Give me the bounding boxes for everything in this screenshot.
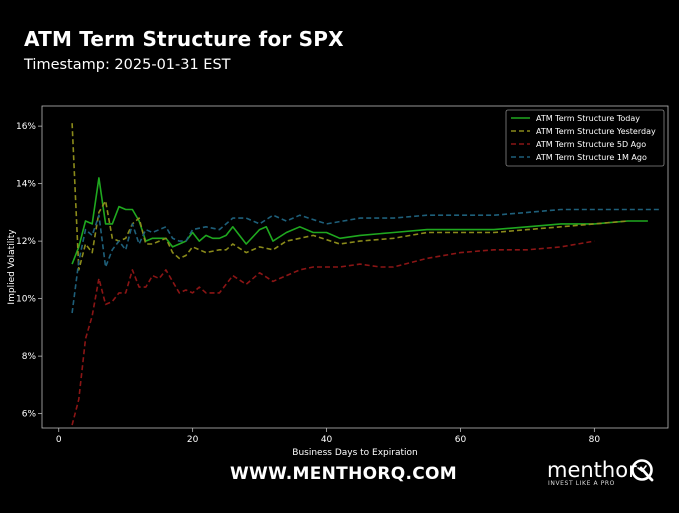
y-tick-label: 14% (16, 180, 36, 190)
x-axis-label: Business Days to Expiration (292, 448, 417, 458)
chart-title: ATM Term Structure for SPX (24, 27, 344, 51)
y-tick-label: 16% (16, 122, 36, 132)
brand-wordmark: menthor (547, 458, 637, 482)
chart-header: ATM Term Structure for SPX Timestamp: 20… (24, 26, 344, 74)
y-tick-label: 6% (22, 410, 37, 420)
brand-q-icon (631, 459, 654, 482)
x-tick-label: 80 (589, 435, 601, 445)
series-line-2 (71, 123, 628, 271)
y-tick-label: 8% (22, 352, 37, 362)
x-tick-label: 20 (187, 435, 199, 445)
brand-tagline: INVEST LIKE A PRO (548, 480, 616, 487)
website-url[interactable]: WWW.MENTHORQ.COM (230, 464, 458, 484)
y-axis-label: Implied Volatility (7, 229, 17, 305)
brand-logo: menthor INVEST LIKE A PRO (547, 458, 659, 492)
chart-subtitle: Timestamp: 2025-01-31 EST (24, 57, 231, 73)
legend-entry-label: ATM Term Structure 1M Ago (536, 153, 647, 162)
x-tick-label: 40 (321, 435, 333, 445)
legend-box (505, 109, 665, 167)
plot-frame (41, 105, 669, 429)
legend-entry-label: ATM Term Structure 5D Ago (536, 140, 646, 149)
x-tick-label: 60 (455, 435, 467, 445)
legend-entry-label: ATM Term Structure Today (536, 114, 640, 123)
legend-entry-label: ATM Term Structure Yesterday (536, 127, 656, 136)
y-tick-label: 12% (16, 237, 36, 247)
y-tick-label: 10% (16, 295, 36, 305)
series-line-3 (71, 240, 595, 426)
x-tick-label: 0 (56, 435, 62, 445)
series-line-1 (71, 177, 648, 265)
legend: ATM Term Structure Today ATM Term Structu… (505, 109, 665, 167)
series-line-4 (71, 208, 662, 314)
